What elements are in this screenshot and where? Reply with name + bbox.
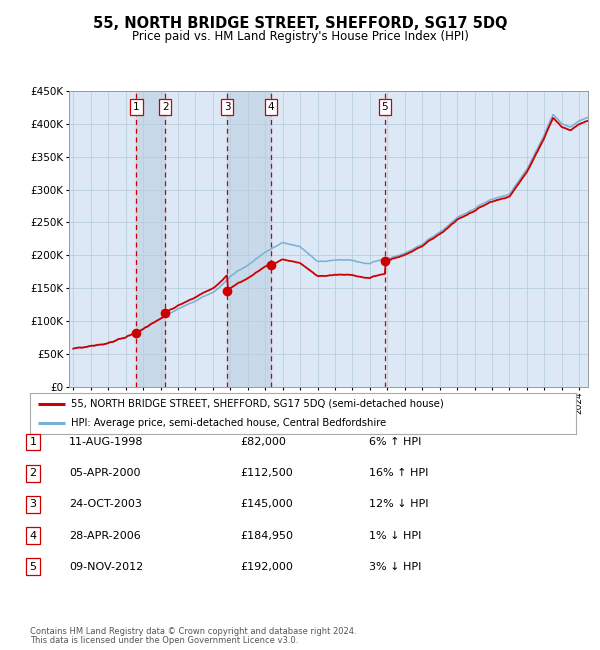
Text: 4: 4 [29,530,37,541]
Text: 16% ↑ HPI: 16% ↑ HPI [369,468,428,478]
Text: 6% ↑ HPI: 6% ↑ HPI [369,437,421,447]
Text: 3: 3 [224,102,230,112]
Text: Contains HM Land Registry data © Crown copyright and database right 2024.: Contains HM Land Registry data © Crown c… [30,627,356,636]
Text: £112,500: £112,500 [240,468,293,478]
Text: 4: 4 [268,102,274,112]
Text: £82,000: £82,000 [240,437,286,447]
Text: 11-AUG-1998: 11-AUG-1998 [69,437,143,447]
Bar [227,91,271,387]
Text: 09-NOV-2012: 09-NOV-2012 [69,562,143,572]
Text: 5: 5 [382,102,388,112]
Text: 3: 3 [29,499,37,510]
Text: 28-APR-2006: 28-APR-2006 [69,530,141,541]
Text: 55, NORTH BRIDGE STREET, SHEFFORD, SG17 5DQ: 55, NORTH BRIDGE STREET, SHEFFORD, SG17 … [93,16,507,31]
Text: 3% ↓ HPI: 3% ↓ HPI [369,562,421,572]
Text: 1: 1 [133,102,140,112]
Text: 12% ↓ HPI: 12% ↓ HPI [369,499,428,510]
Text: Price paid vs. HM Land Registry's House Price Index (HPI): Price paid vs. HM Land Registry's House … [131,30,469,43]
Text: 2: 2 [162,102,169,112]
Text: HPI: Average price, semi-detached house, Central Bedfordshire: HPI: Average price, semi-detached house,… [71,419,386,428]
Text: 1% ↓ HPI: 1% ↓ HPI [369,530,421,541]
Text: £145,000: £145,000 [240,499,293,510]
Text: 2: 2 [29,468,37,478]
Text: 55, NORTH BRIDGE STREET, SHEFFORD, SG17 5DQ (semi-detached house): 55, NORTH BRIDGE STREET, SHEFFORD, SG17 … [71,398,444,409]
Text: £184,950: £184,950 [240,530,293,541]
Text: 1: 1 [29,437,37,447]
Bar [136,91,165,387]
Text: 5: 5 [29,562,37,572]
Text: This data is licensed under the Open Government Licence v3.0.: This data is licensed under the Open Gov… [30,636,298,645]
Text: 24-OCT-2003: 24-OCT-2003 [69,499,142,510]
Text: 05-APR-2000: 05-APR-2000 [69,468,140,478]
Text: £192,000: £192,000 [240,562,293,572]
